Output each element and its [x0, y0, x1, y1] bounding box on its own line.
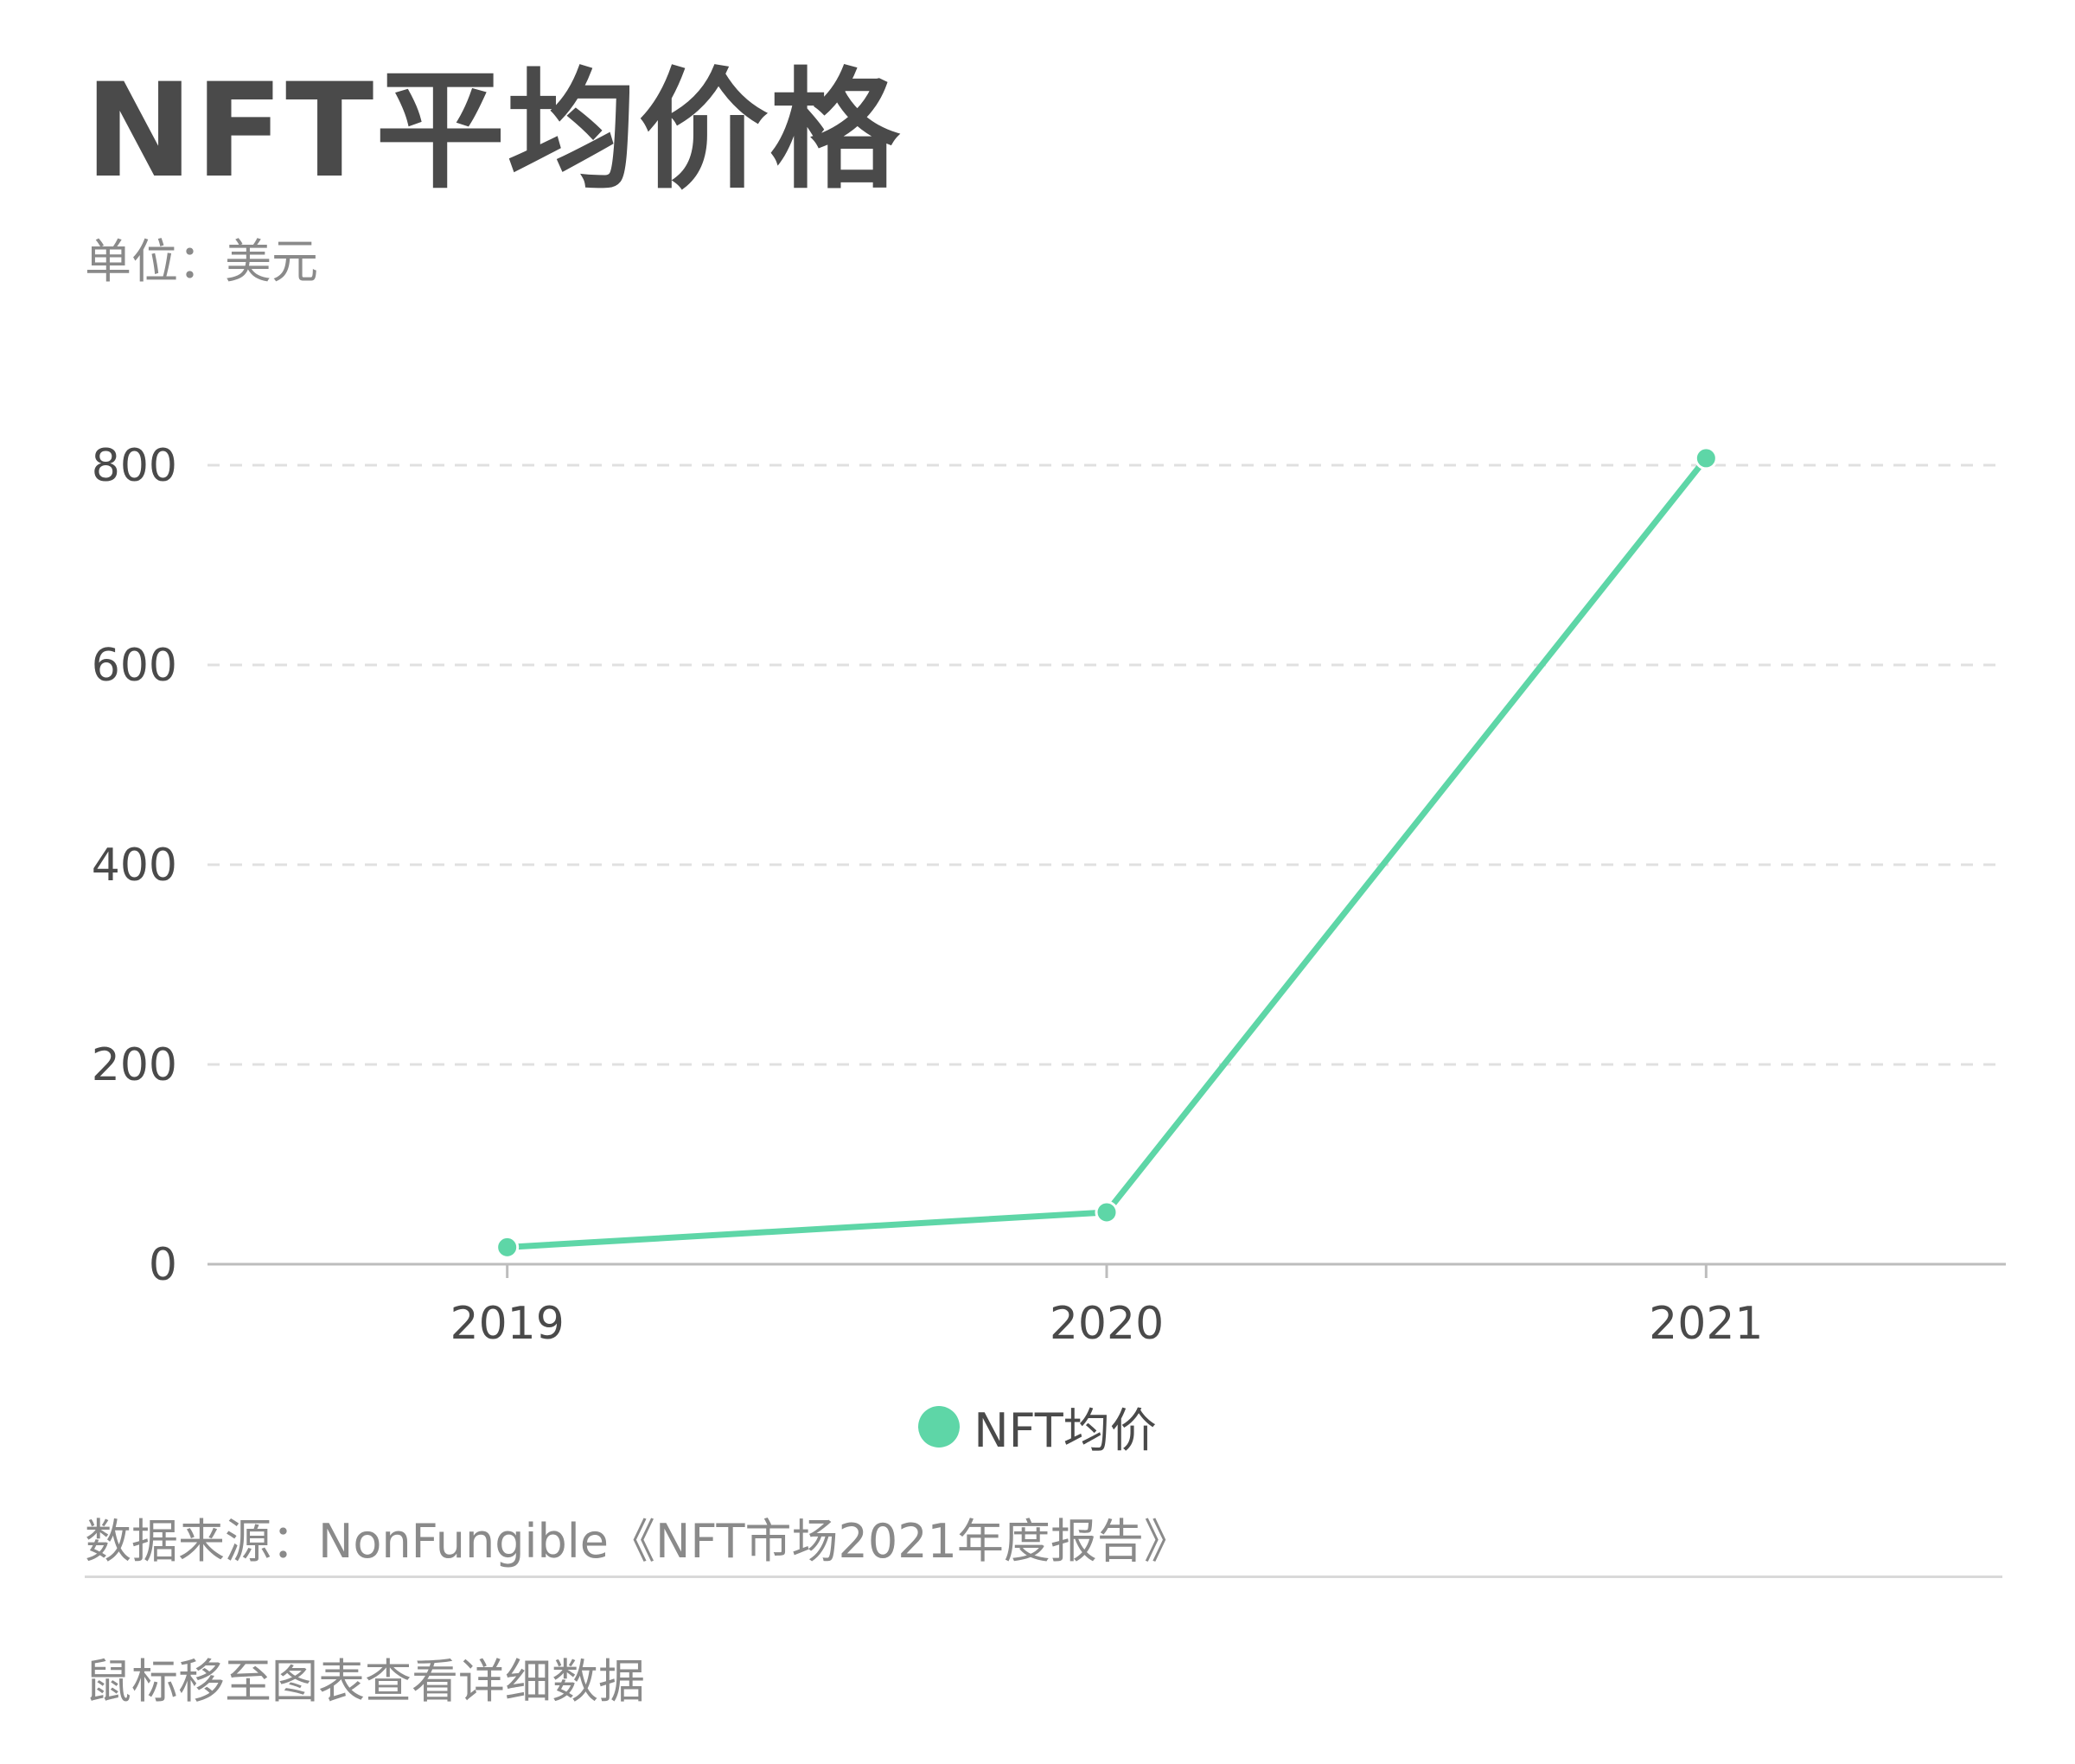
y-tick-label: 200 — [92, 1039, 177, 1091]
data-source: 数据来源：NonFungible《NFT市场2021年度报告》 — [85, 1514, 1191, 1569]
data-point[interactable] — [495, 1235, 520, 1259]
hover-hint: 鼠标移至图表查看详细数据 — [85, 1654, 645, 1709]
line-chart[interactable]: 0 200 400 600 800 2019 2020 2021 — [0, 0, 2075, 1384]
y-tick-label: 400 — [92, 840, 177, 892]
y-tick-label: 0 — [149, 1239, 177, 1291]
chart-title: NFT平均价格 — [85, 56, 902, 207]
divider — [85, 1575, 2002, 1578]
y-tick-label: 600 — [92, 640, 177, 692]
series-points[interactable] — [495, 446, 1718, 1259]
y-axis-ticks: 0 200 400 600 800 — [92, 440, 177, 1291]
legend-label[interactable]: NFT均价 — [974, 1403, 1157, 1458]
y-tick-label: 800 — [92, 440, 177, 492]
gridlines — [208, 463, 2006, 1066]
x-tick-label: 2020 — [1050, 1298, 1164, 1350]
x-tick-label: 2019 — [450, 1298, 564, 1350]
legend-marker[interactable] — [918, 1405, 961, 1448]
x-tick-label: 2021 — [1649, 1298, 1763, 1350]
series-line[interactable] — [504, 455, 1709, 1250]
data-point[interactable] — [1095, 1200, 1119, 1224]
chart-unit: 单位：美元 — [85, 234, 318, 289]
data-point[interactable] — [1694, 446, 1718, 470]
legend[interactable]: NFT均价 — [0, 1392, 2075, 1460]
x-axis-ticks: 2019 2020 2021 — [450, 1264, 1764, 1350]
